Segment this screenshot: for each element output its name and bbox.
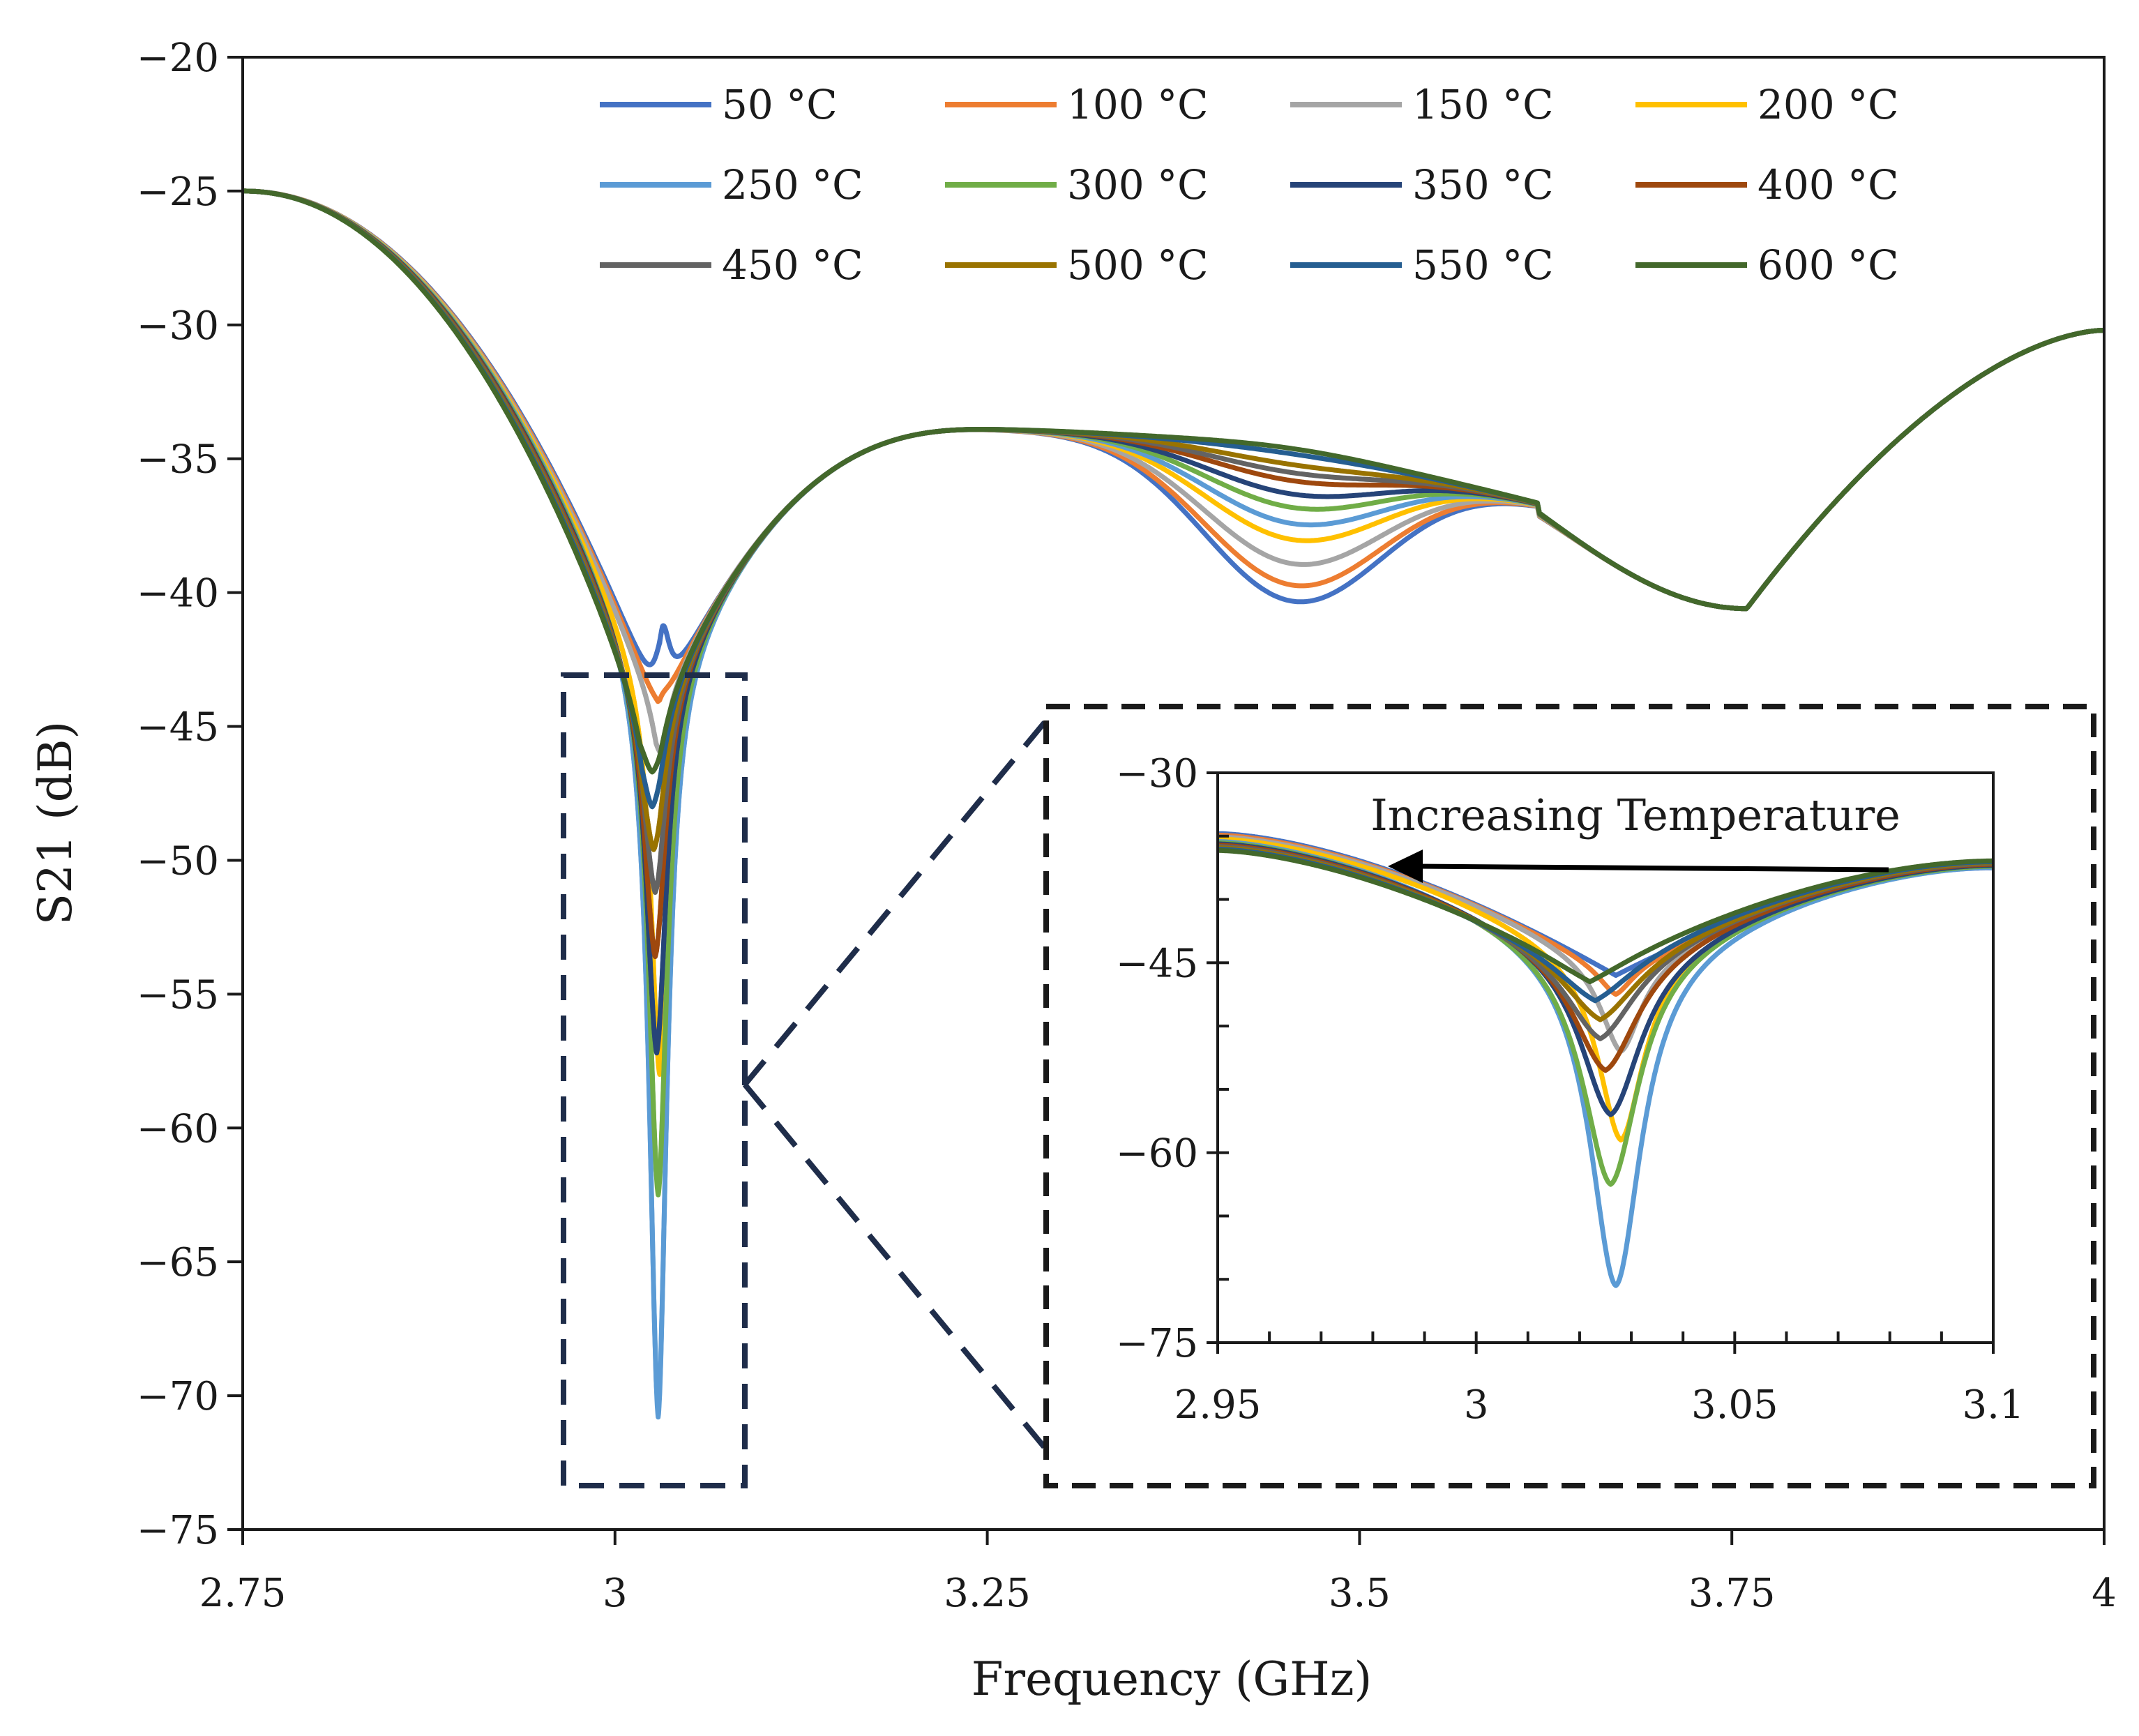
series-line-600C — [243, 188, 2104, 775]
inset-plot: −30 −45 −60 −75 2.95 3 3.05 3.1 Increasing Tempe… — [1043, 704, 2096, 1488]
legend-label: 200 °C — [1758, 81, 1899, 128]
main-series-group — [243, 188, 2104, 1420]
inset-y-tick-label: −75 — [1116, 1321, 1198, 1366]
inset-x-tick-label: 2.95 — [1174, 1382, 1262, 1428]
y-axis-title: S21 (dB) — [29, 721, 82, 925]
x-tick-label: 3 — [603, 1571, 628, 1616]
annotation-label: Increasing Temperature — [1370, 790, 1900, 840]
annotation-arrow-head — [1388, 850, 1423, 883]
legend-label: 600 °C — [1758, 241, 1899, 289]
y-tick-label: −75 — [137, 1508, 219, 1553]
y-tick-label: −70 — [137, 1374, 219, 1419]
legend-label: 350 °C — [1412, 161, 1554, 209]
x-tick-label: 3.75 — [1688, 1571, 1776, 1616]
x-tick-label: 4 — [2092, 1571, 2117, 1616]
inset-x-tick-label: 3.1 — [1962, 1382, 2024, 1428]
x-tick-label: 3.25 — [944, 1571, 1031, 1616]
y-tick-label: −25 — [137, 169, 219, 215]
legend-label: 150 °C — [1412, 81, 1554, 128]
inset-axes-frame — [1216, 771, 1995, 1344]
legend-label: 300 °C — [1067, 161, 1209, 209]
y-tick-label: −45 — [137, 705, 219, 750]
y-tick-label: −60 — [137, 1106, 219, 1152]
y-tick-label: −40 — [137, 571, 219, 617]
zoom-connector — [742, 718, 1049, 1087]
zoom-region — [561, 672, 1049, 1488]
x-tick-label: 3.5 — [1329, 1571, 1391, 1616]
plot-frame — [241, 56, 2106, 1531]
zoom-connector — [742, 1082, 1049, 1451]
main-plot-axes: −20 −25 −30 −35 −40 −45 −50 −55 −60 −65 −70 −75 2.75… — [137, 36, 2117, 1616]
y-tick-label: −65 — [137, 1240, 219, 1285]
legend-label: 450 °C — [722, 241, 863, 289]
inset-y-tick-label: −30 — [1116, 751, 1198, 797]
inset-series-line-600C — [1218, 847, 1993, 985]
legend-label: 500 °C — [1067, 241, 1209, 289]
legend-label: 50 °C — [722, 81, 838, 128]
inset-y-tick-label: −45 — [1116, 941, 1198, 986]
y-tick-label: −20 — [137, 36, 219, 81]
y-tick-label: −35 — [137, 437, 219, 483]
legend-label: 100 °C — [1067, 81, 1209, 128]
y-tick-label: −50 — [137, 838, 219, 884]
inset-y-tick-label: −60 — [1116, 1131, 1198, 1177]
legend: 50 °C 100 °C 150 °C 200 °C 250 °C 300 °C 350 °… — [600, 81, 1899, 289]
y-tick-label: −30 — [137, 303, 219, 349]
series-dip-600C — [598, 597, 722, 775]
legend-label: 400 °C — [1758, 161, 1899, 209]
y-tick-label: −55 — [137, 972, 219, 1018]
annotation-arrow-shaft — [1415, 863, 1889, 873]
x-tick-label: 2.75 — [199, 1571, 287, 1616]
legend-label: 550 °C — [1412, 241, 1554, 289]
inset-series-group — [1218, 831, 1993, 1288]
main-plot-curves — [243, 188, 2104, 1420]
inset-x-tick-label: 3.05 — [1691, 1382, 1778, 1428]
x-axis-title: Frequency (GHz) — [972, 1652, 1373, 1706]
inset-x-tick-label: 3 — [1464, 1382, 1489, 1428]
legend-label: 250 °C — [722, 161, 863, 209]
